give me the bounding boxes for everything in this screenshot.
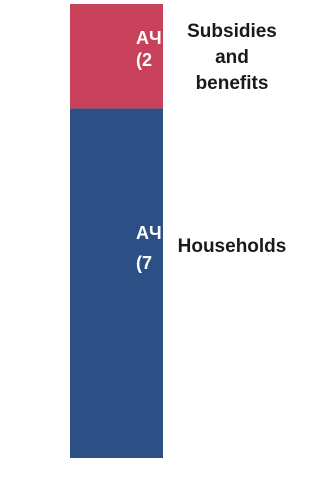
- category-label: Subsidies: [187, 21, 277, 42]
- bar-segment-subsidies-and-benefits: [70, 4, 163, 109]
- bar-segment-households: [70, 108, 163, 459]
- segment-value-label: AЧ: [136, 223, 162, 243]
- segment-value-label-line2: (2: [136, 50, 152, 70]
- segment-value-label-line2: (7: [136, 253, 152, 273]
- category-label: and: [215, 47, 249, 68]
- category-label: benefits: [196, 73, 269, 94]
- bar-segments: [70, 4, 163, 459]
- segment-value-label: AЧ: [136, 28, 162, 48]
- category-label: Households: [178, 236, 287, 257]
